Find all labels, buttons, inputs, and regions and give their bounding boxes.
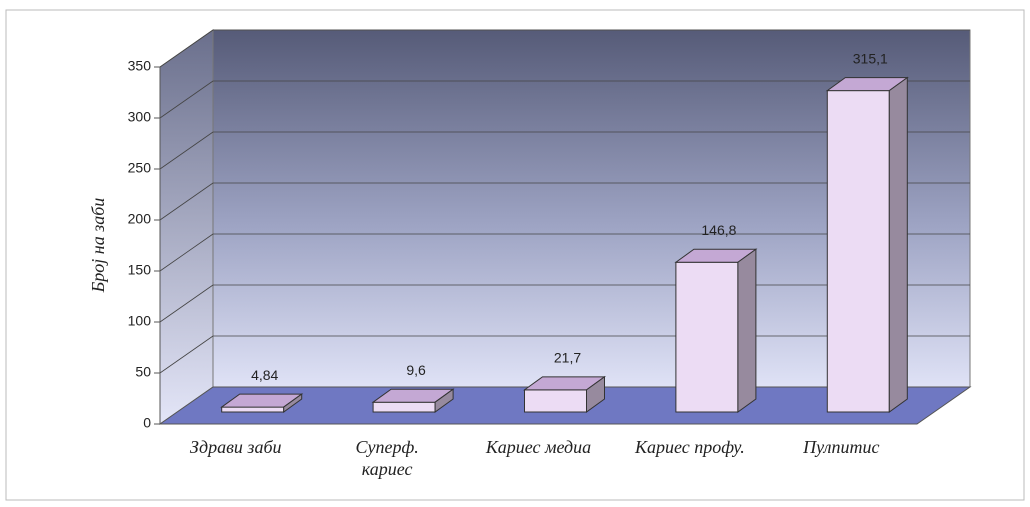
x-tick-label-line: Суперф. <box>355 437 418 457</box>
x-tick-label: Суперф. кариес <box>355 437 418 479</box>
grid-line <box>159 131 214 170</box>
grid-line <box>159 335 214 374</box>
bar-side <box>737 248 757 413</box>
y-tick-label: 200 <box>128 211 152 227</box>
value-label: 21,7 <box>554 350 581 366</box>
grid-line <box>159 80 214 119</box>
bar <box>522 375 607 413</box>
y-tick-label: 150 <box>128 262 152 278</box>
x-tick-label: Кариес медиа <box>485 437 591 457</box>
x-tick-label: Пулпитис <box>802 437 879 457</box>
value-label: 9,6 <box>406 362 426 378</box>
bar-front <box>826 90 890 413</box>
bar-side <box>434 388 454 413</box>
value-label: 4,84 <box>251 367 278 383</box>
side-wall <box>159 29 214 425</box>
bar <box>371 388 455 413</box>
bar-side <box>888 76 908 413</box>
x-tick-label: Здрави заби <box>190 437 282 457</box>
y-axis-label: Број на заби <box>88 198 108 294</box>
y-tick-label: 50 <box>135 364 151 380</box>
x-tick-label-line: кариес <box>362 459 413 479</box>
bar <box>220 393 304 413</box>
bar-front <box>221 406 285 413</box>
x-tick-label: Кариес профу. <box>634 437 745 457</box>
frame <box>5 9 1025 501</box>
grid-line <box>159 284 214 323</box>
bar-side <box>283 393 303 413</box>
y-tick-label: 350 <box>128 58 152 74</box>
grid-line <box>159 182 214 221</box>
bar <box>825 76 909 413</box>
value-label: 146,8 <box>701 222 736 238</box>
y-tick-label: 0 <box>143 415 151 431</box>
bar-front <box>675 261 739 413</box>
bar <box>674 248 758 413</box>
grid-line <box>159 29 214 68</box>
y-tick-label: 250 <box>128 160 152 176</box>
y-tick-label: 300 <box>128 109 152 125</box>
grid-line <box>159 233 214 272</box>
bar-front <box>524 389 587 413</box>
value-label: 315,1 <box>853 50 888 66</box>
y-tick-label: 100 <box>128 313 152 329</box>
bar-front <box>372 401 436 413</box>
bar-side <box>586 375 605 413</box>
